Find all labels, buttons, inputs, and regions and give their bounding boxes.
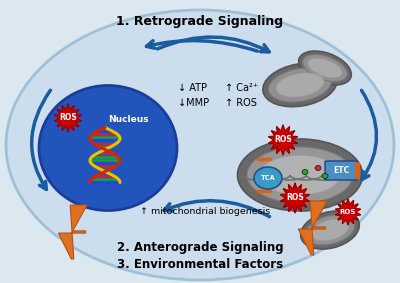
Ellipse shape xyxy=(6,10,394,280)
Text: ↓ ATP: ↓ ATP xyxy=(178,83,207,93)
FancyArrowPatch shape xyxy=(158,37,269,52)
Polygon shape xyxy=(298,201,327,255)
Ellipse shape xyxy=(238,139,362,211)
Ellipse shape xyxy=(254,167,282,189)
Ellipse shape xyxy=(247,147,353,203)
Ellipse shape xyxy=(301,211,359,249)
Polygon shape xyxy=(54,104,82,132)
Text: ROS: ROS xyxy=(286,194,304,203)
Polygon shape xyxy=(335,199,361,225)
FancyArrowPatch shape xyxy=(362,90,376,179)
Ellipse shape xyxy=(276,73,324,97)
FancyArrowPatch shape xyxy=(146,40,257,51)
Text: ROS: ROS xyxy=(274,136,292,145)
Ellipse shape xyxy=(311,219,349,241)
Text: ROS: ROS xyxy=(59,113,77,123)
Polygon shape xyxy=(58,205,87,259)
Ellipse shape xyxy=(268,68,332,102)
Text: ↑ mitochondrial biogenesis: ↑ mitochondrial biogenesis xyxy=(140,207,270,216)
Text: ETC: ETC xyxy=(333,166,349,175)
Polygon shape xyxy=(280,183,310,213)
Text: ROS: ROS xyxy=(340,209,356,215)
Text: Nucleus: Nucleus xyxy=(108,115,148,125)
Text: ↓MMP: ↓MMP xyxy=(178,98,209,108)
Ellipse shape xyxy=(302,170,308,175)
Ellipse shape xyxy=(308,58,342,78)
Ellipse shape xyxy=(322,173,328,179)
Text: TCA: TCA xyxy=(261,175,275,181)
Ellipse shape xyxy=(39,85,177,211)
Ellipse shape xyxy=(259,155,341,195)
Ellipse shape xyxy=(303,54,347,82)
Ellipse shape xyxy=(305,215,355,245)
Text: 2. Anterograde Signaling: 2. Anterograde Signaling xyxy=(117,241,283,254)
Text: 1. Retrograde Signaling: 1. Retrograde Signaling xyxy=(116,16,284,29)
FancyArrowPatch shape xyxy=(32,90,50,189)
Text: 3. Environmental Factors: 3. Environmental Factors xyxy=(117,258,283,271)
Bar xyxy=(355,162,360,179)
Ellipse shape xyxy=(299,51,351,85)
Polygon shape xyxy=(268,125,298,155)
FancyBboxPatch shape xyxy=(325,161,357,180)
Ellipse shape xyxy=(315,166,321,170)
Text: ↑ ROS: ↑ ROS xyxy=(225,98,257,108)
Ellipse shape xyxy=(263,63,337,107)
Text: ↑ Ca²⁺: ↑ Ca²⁺ xyxy=(225,83,258,93)
FancyArrowPatch shape xyxy=(164,201,270,217)
